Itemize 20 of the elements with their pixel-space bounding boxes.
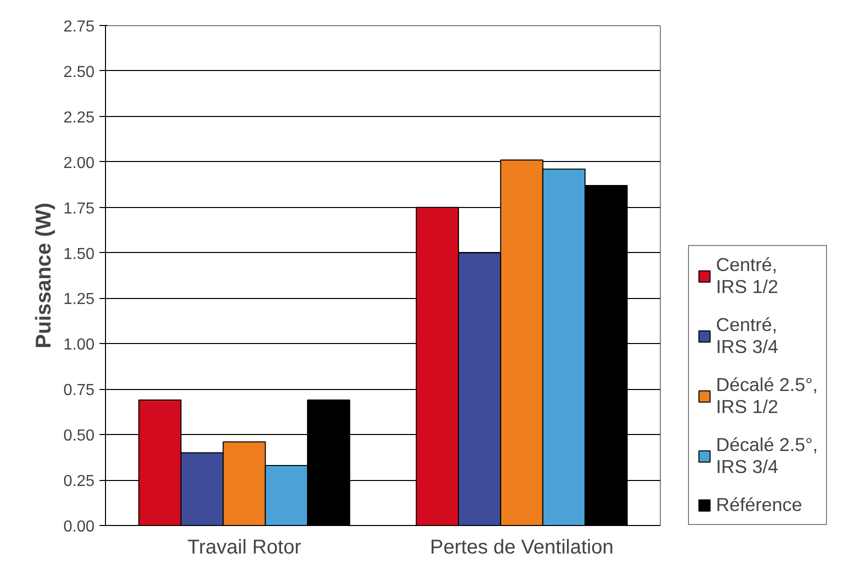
- legend-label: Centré, IRS 3/4: [716, 314, 778, 358]
- y-tick-label: 2.50: [63, 64, 95, 81]
- legend-label: Décalé 2.5°, IRS 1/2: [716, 374, 818, 418]
- y-tick-label: 2.00: [63, 154, 95, 172]
- y-axis-title: Puissance (W): [31, 202, 56, 348]
- y-tick-label: 0.00: [63, 518, 95, 536]
- y-tick-label: 0.25: [63, 473, 95, 490]
- y-tick-label: 0.50: [63, 428, 95, 445]
- x-tick-label: Pertes de Ventilation: [430, 536, 614, 558]
- legend-label: Centré, IRS 1/2: [716, 254, 778, 298]
- y-tick-label: 2.75: [63, 18, 95, 36]
- y-tick-label: 0.75: [63, 382, 95, 400]
- legend-label: Référence: [716, 494, 802, 516]
- legend-label: Décalé 2.5°, IRS 3/4: [716, 434, 818, 478]
- y-tick-label: 1.75: [63, 200, 95, 218]
- x-tick-label: Travail Rotor: [187, 536, 302, 558]
- y-tick-label: 1.25: [63, 291, 95, 308]
- y-tick-label: 1.50: [63, 246, 95, 263]
- y-tick-label: 1.00: [63, 336, 95, 354]
- y-tick-label: 2.25: [63, 109, 95, 126]
